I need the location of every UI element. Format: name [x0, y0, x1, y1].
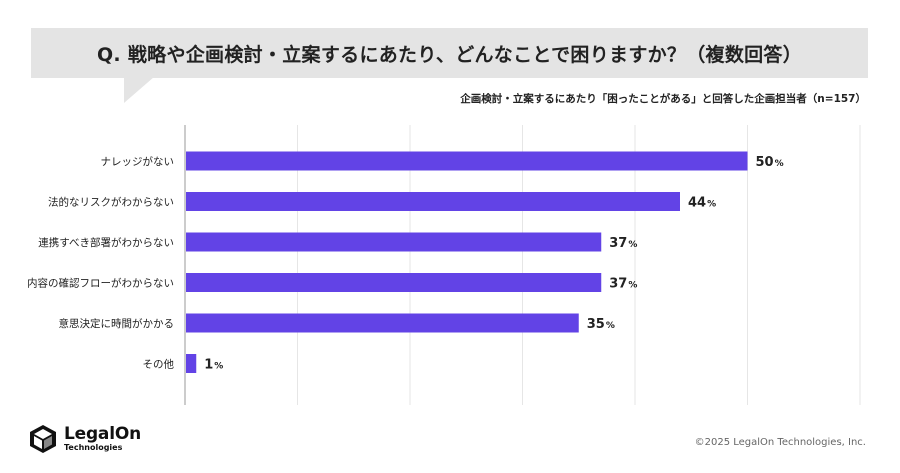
- category-label: 内容の確認フローがわからない: [27, 277, 174, 290]
- company-logo: LegalOn Technologies: [30, 424, 141, 454]
- data-label: 44%: [688, 196, 716, 211]
- question-title: Q. 戦略や企画検討・立案するにあたり、どんなことで困りますか？（複数回答）: [96, 43, 803, 66]
- logo-name: LegalOn: [64, 424, 141, 444]
- bar: [186, 151, 748, 171]
- bar: [186, 192, 680, 211]
- bar: [186, 354, 197, 373]
- chart-subtitle: 企画検討・立案するにあたり「困ったことがある」と回答した企画担当者（n=157）: [460, 93, 866, 105]
- bar: [186, 273, 602, 292]
- legalon-logo-icon: [30, 425, 56, 453]
- data-label: 50%: [756, 155, 784, 170]
- logo-subtext: Technologies: [64, 443, 123, 452]
- category-label: その他: [143, 358, 175, 371]
- copyright-text: ©2025 LegalOn Technologies, Inc.: [694, 437, 866, 448]
- data-label: 37%: [609, 236, 637, 251]
- category-label: 法的なリスクがわからない: [48, 196, 174, 209]
- bar: [186, 313, 579, 333]
- data-label: 35%: [587, 317, 615, 332]
- data-label: 1%: [204, 358, 223, 373]
- bar: [186, 232, 602, 252]
- question-banner: Q. 戦略や企画検討・立案するにあたり、どんなことで困りますか？（複数回答）: [31, 28, 868, 78]
- category-label: 意思決定に時間がかかる: [59, 317, 175, 330]
- category-label: 連携すべき部署がわからない: [38, 236, 174, 249]
- data-label: 37%: [609, 277, 637, 292]
- category-label: ナレッジがない: [101, 155, 175, 168]
- speech-bubble-tail: [124, 77, 154, 103]
